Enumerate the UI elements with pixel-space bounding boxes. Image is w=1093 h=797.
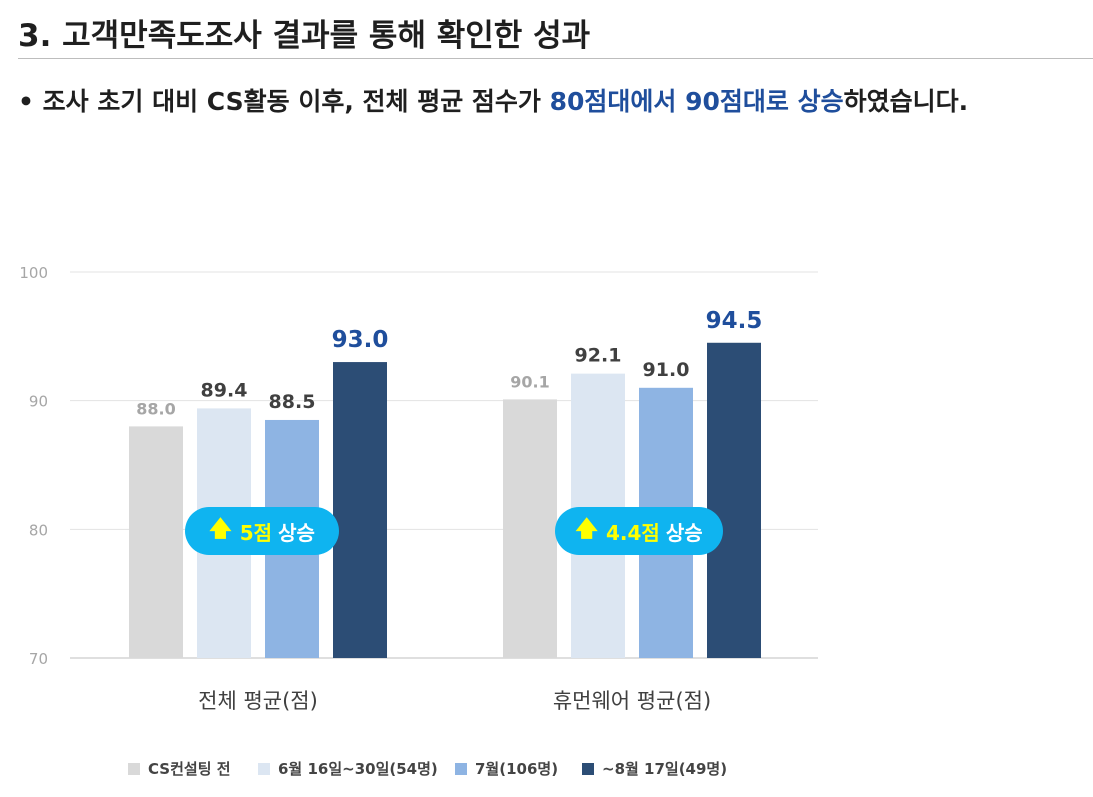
legend-swatch — [128, 762, 140, 775]
legend-label: CS컨설팅 전 — [148, 760, 231, 778]
x-category-label: 전체 평균(점) — [198, 689, 318, 713]
bar — [333, 362, 387, 658]
y-tick-label: 80 — [29, 521, 48, 539]
bar — [707, 342, 761, 658]
legend-label: 7월(106명) — [475, 760, 559, 778]
subtitle-highlight: 80점대에서 90점대로 상승 — [549, 87, 844, 116]
bar-value-label: 90.1 — [510, 372, 549, 391]
bar-value-label: 88.5 — [269, 391, 316, 413]
bar — [129, 426, 183, 658]
bar — [503, 399, 557, 658]
bar-value-label: 94.5 — [706, 308, 763, 334]
increase-amount: 5점 — [239, 520, 273, 545]
x-category-label: 휴먼웨어 평균(점) — [553, 689, 711, 713]
bar-value-label: 93.0 — [332, 327, 389, 353]
legend-swatch — [455, 762, 467, 775]
legend-label: 6월 16일~30일(54명) — [278, 760, 438, 778]
page-subtitle: • 조사 초기 대비 CS활동 이후, 전체 평균 점수가 80점대에서 90점… — [18, 82, 968, 118]
y-tick-label: 90 — [29, 393, 48, 411]
subtitle-suffix: 하였습니다. — [843, 87, 969, 116]
legend-item-july: 7월(106명) — [455, 758, 558, 779]
legend-label: ~8월 17일(49명) — [602, 760, 728, 778]
increase-amount: 4.4점 — [605, 520, 660, 545]
bar-value-label: 88.0 — [136, 399, 175, 418]
increase-text: 상승 — [665, 520, 703, 545]
legend-item-before-consulting: CS컨설팅 전 — [128, 758, 231, 779]
increase-text: 상승 — [278, 520, 315, 545]
chart-legend: CS컨설팅 전 6월 16일~30일(54명) 7월(106명) ~8월 17일… — [0, 758, 1093, 786]
bar-value-label: 91.0 — [643, 359, 690, 381]
y-tick-label: 70 — [29, 650, 48, 668]
legend-swatch — [258, 762, 270, 775]
legend-swatch — [582, 762, 594, 775]
page-title: 3. 고객만족도조사 결과를 통해 확인한 성과 — [18, 18, 591, 54]
bar-value-label: 92.1 — [575, 345, 622, 367]
increase-badge-humanware: 🡅 4.4점 상승 — [555, 507, 723, 555]
subtitle-prefix: • 조사 초기 대비 CS활동 이후, 전체 평균 점수가 — [18, 87, 550, 116]
legend-item-august: ~8월 17일(49명) — [582, 758, 727, 779]
bar-value-label: 89.4 — [201, 379, 248, 401]
up-arrow-icon: 🡅 — [209, 517, 232, 542]
legend-item-june: 6월 16일~30일(54명) — [258, 758, 438, 779]
title-divider — [18, 58, 1093, 59]
increase-badge-overall: 🡅 5점 상승 — [185, 507, 339, 555]
up-arrow-icon: 🡅 — [575, 517, 598, 542]
y-tick-label: 100 — [19, 264, 48, 282]
